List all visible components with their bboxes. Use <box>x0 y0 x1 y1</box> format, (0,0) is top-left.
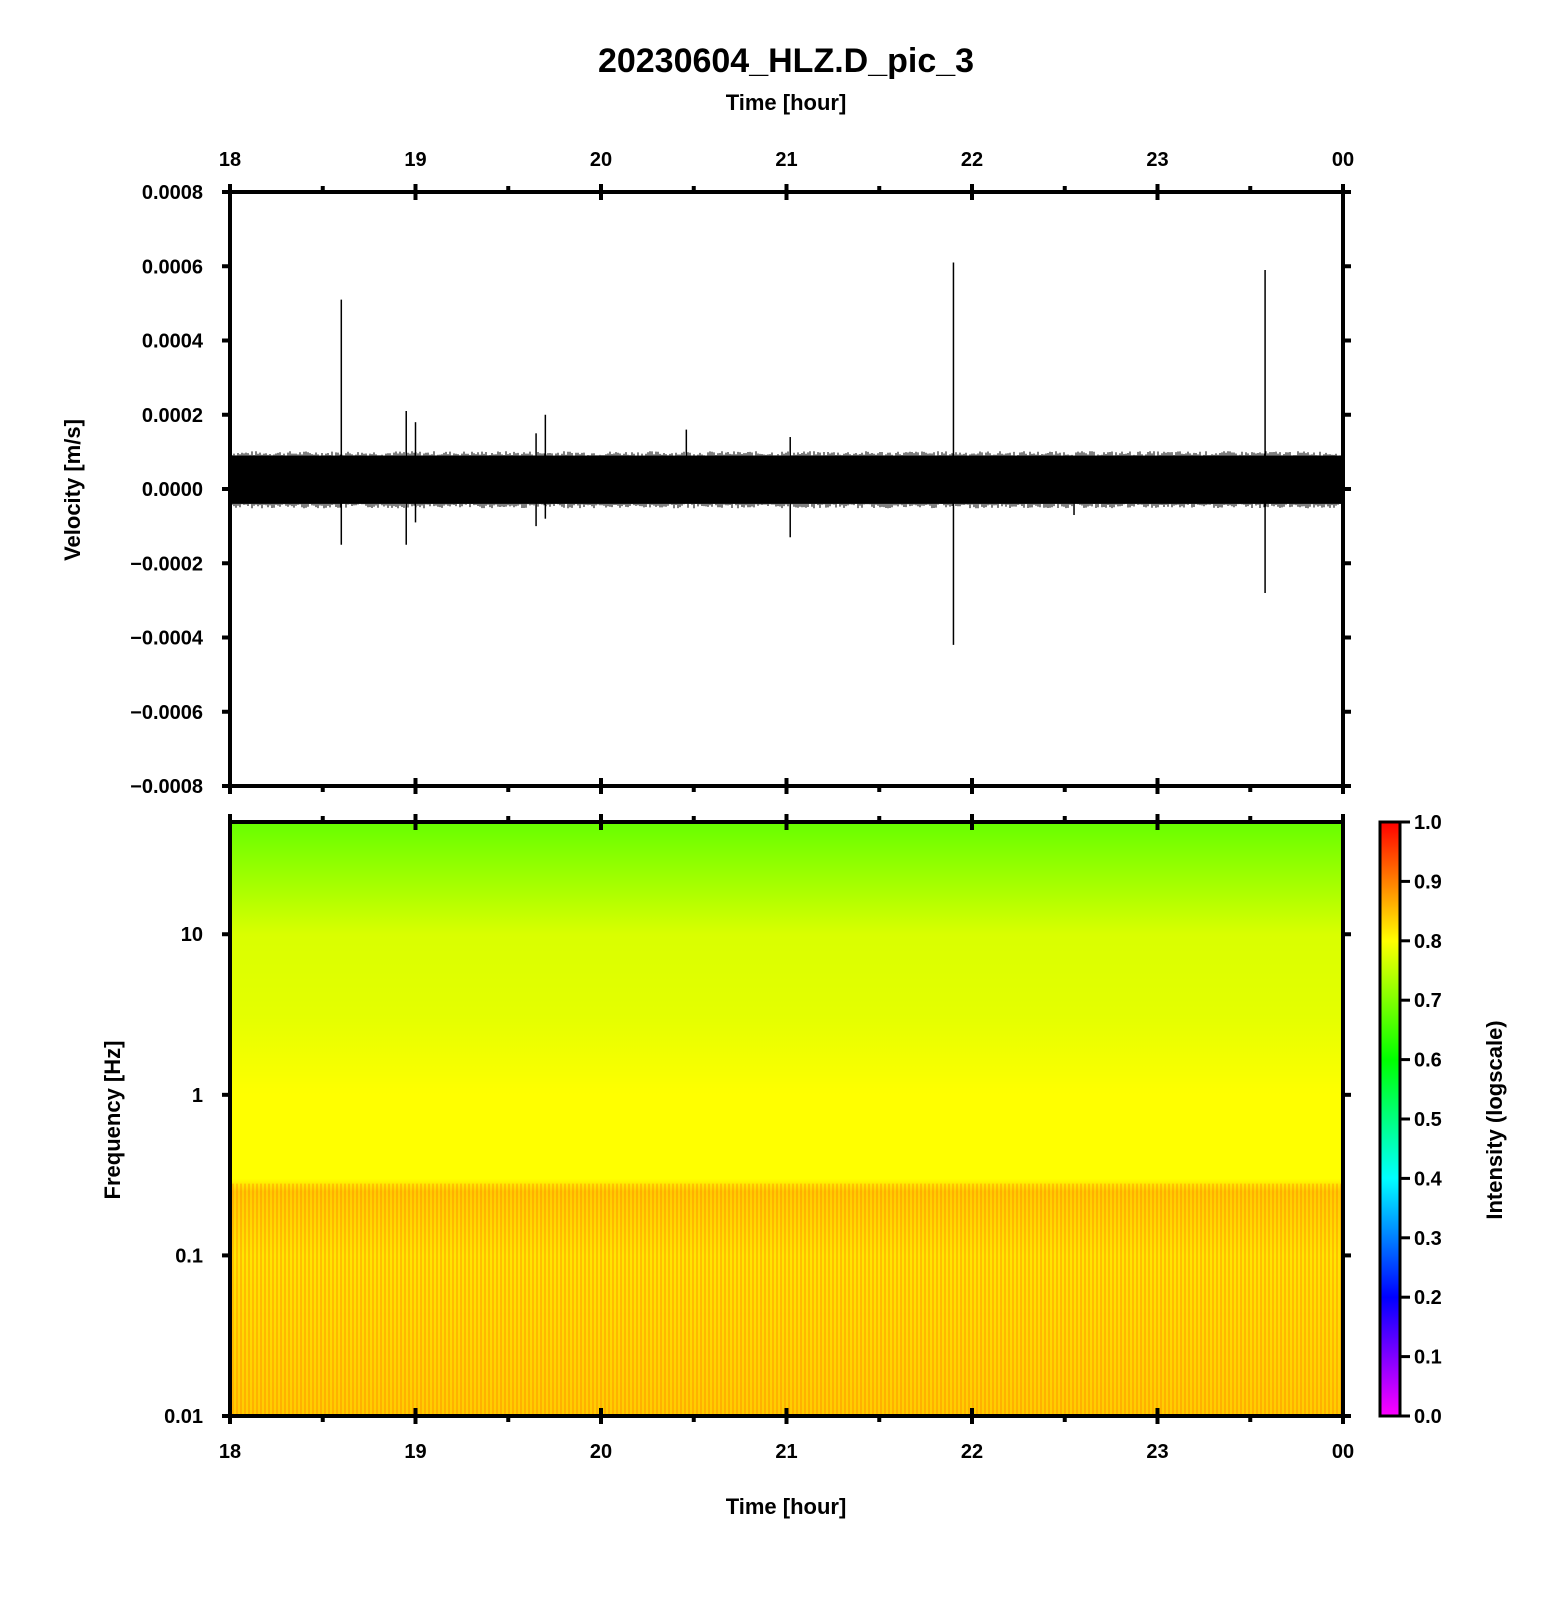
top-xtick-label: 22 <box>961 149 983 171</box>
spectrogram-xtick-label: 00 <box>1332 1441 1354 1463</box>
bottom-xaxis-label: Time [hour] <box>726 1494 847 1519</box>
waveform-ylabel: Velocity [m/s] <box>60 419 85 561</box>
top-xtick-label: 19 <box>404 149 426 171</box>
colorbar-tick-label: 1.0 <box>1414 812 1442 834</box>
spectrogram-ytick-label: 1 <box>192 1085 203 1107</box>
waveform-ytick-label: 0.0000 <box>142 479 203 501</box>
figure-title: 20230604_HLZ.D_pic_3 <box>598 42 974 80</box>
waveform-data <box>229 262 1343 645</box>
waveform-frame <box>228 190 1345 788</box>
top-xtick-label: 21 <box>775 149 797 171</box>
waveform-ytick-label: −0.0002 <box>130 553 203 575</box>
waveform-ytick-label: 0.0006 <box>142 256 203 278</box>
spectrogram-ytick-label: 10 <box>181 924 203 946</box>
colorbar-gradient <box>1378 820 1402 1418</box>
spectrogram-ytick-label: 0.1 <box>175 1245 203 1267</box>
top-xtick-label: 18 <box>219 149 241 171</box>
spectrogram-xtick-label: 23 <box>1146 1441 1168 1463</box>
colorbar-tick-label: 0.5 <box>1414 1109 1442 1131</box>
top-xtick-label: 00 <box>1332 149 1354 171</box>
colorbar-tick-label: 0.3 <box>1414 1228 1442 1250</box>
colorbar: 1.0 0.9 0.8 0.7 0.6 0.5 0.4 0.3 0.2 0.1 0.0 Intens… <box>1378 812 1507 1428</box>
top-xtick-label: 23 <box>1146 149 1168 171</box>
waveform-ytick-label: 0.0002 <box>142 405 203 427</box>
colorbar-tick-label: 0.6 <box>1414 1050 1442 1072</box>
colorbar-tick-label: 0.9 <box>1414 871 1442 893</box>
spectrogram-ytick-label: 0.01 <box>164 1406 203 1428</box>
spectrogram-xtick-label: 21 <box>775 1441 797 1463</box>
colorbar-tick-label: 0.0 <box>1414 1406 1442 1428</box>
spectrogram-frame <box>228 820 1345 1418</box>
spectrogram-low-freq-striping <box>230 1183 1343 1416</box>
waveform-yticks: 0.0008 0.0006 0.0004 0.0002 0.0000 −0.0002 −0.… <box>130 182 1351 798</box>
top-xaxis-label: Time [hour] <box>726 90 847 115</box>
spectrogram-panel: Frequency [Hz] 10 1 0.1 0.01 18 19 20 21 22 23 00… <box>100 814 1354 1519</box>
spectrogram-xtick-label: 20 <box>590 1441 612 1463</box>
colorbar-ticks: 1.0 0.9 0.8 0.7 0.6 0.5 0.4 0.3 0.2 0.1 0.0 <box>1400 812 1443 1428</box>
colorbar-tick-label: 0.2 <box>1414 1287 1442 1309</box>
spectrogram-xtick-label: 18 <box>219 1441 241 1463</box>
spectrogram-xtick-label: 22 <box>961 1441 983 1463</box>
waveform-ytick-label: 0.0004 <box>142 331 204 353</box>
colorbar-tick-label: 0.8 <box>1414 931 1442 953</box>
spectrogram-image <box>230 822 1343 1416</box>
spectrogram-ylabel: Frequency [Hz] <box>100 1041 125 1200</box>
waveform-top-xticks: 18 19 20 21 22 23 00 <box>219 149 1354 794</box>
colorbar-tick-label: 0.7 <box>1414 990 1442 1012</box>
waveform-ytick-label: −0.0006 <box>130 702 203 724</box>
waveform-ytick-label: −0.0004 <box>130 628 204 650</box>
colorbar-label: Intensity (logscale) <box>1482 1020 1507 1219</box>
waveform-ytick-label: 0.0008 <box>142 182 203 204</box>
colorbar-tick-label: 0.4 <box>1414 1168 1443 1190</box>
colorbar-tick-label: 0.1 <box>1414 1347 1442 1369</box>
waveform-ytick-label: −0.0008 <box>130 776 203 798</box>
waveform-panel: Velocity [m/s] 18 19 20 21 22 23 00 0.00080.00… <box>60 149 1354 798</box>
top-xtick-label: 20 <box>590 149 612 171</box>
spectrogram-xtick-label: 19 <box>404 1441 426 1463</box>
